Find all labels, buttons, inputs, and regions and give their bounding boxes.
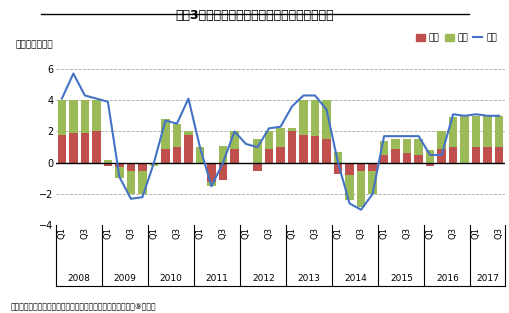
Bar xyxy=(172,124,181,147)
Bar xyxy=(322,139,330,163)
Bar xyxy=(390,149,399,163)
Bar xyxy=(218,163,227,180)
Bar xyxy=(138,163,147,171)
Bar xyxy=(483,147,491,163)
Bar xyxy=(80,100,89,133)
Bar xyxy=(310,100,319,136)
Bar xyxy=(58,135,66,163)
Text: 2015: 2015 xyxy=(389,274,412,283)
Text: （出所：ドイツ連邦統計局より住友商事グローバルリサーチ⑨作成）: （出所：ドイツ連邦統計局より住友商事グローバルリサーチ⑨作成） xyxy=(10,302,156,311)
Bar xyxy=(287,131,296,163)
Text: 2016: 2016 xyxy=(435,274,458,283)
Bar xyxy=(448,117,457,147)
Bar xyxy=(230,149,238,163)
Bar xyxy=(333,163,342,174)
Bar xyxy=(92,100,100,131)
Bar xyxy=(356,163,364,171)
Bar xyxy=(207,163,215,182)
Bar xyxy=(276,147,284,163)
Bar xyxy=(230,131,238,149)
Text: 2017: 2017 xyxy=(475,274,498,283)
Text: （前年比、％）: （前年比、％） xyxy=(16,41,53,50)
Bar xyxy=(69,133,77,163)
Text: 2013: 2013 xyxy=(297,274,320,283)
Bar xyxy=(276,128,284,147)
Bar xyxy=(58,100,66,135)
Bar xyxy=(494,116,502,147)
Bar xyxy=(264,149,273,163)
Text: 2010: 2010 xyxy=(159,274,182,283)
Bar xyxy=(402,139,411,153)
Bar xyxy=(195,147,204,163)
Bar xyxy=(460,116,468,163)
Bar xyxy=(264,131,273,149)
Bar xyxy=(471,116,479,147)
Bar xyxy=(390,139,399,149)
Bar xyxy=(333,152,342,163)
Text: 2008: 2008 xyxy=(68,274,91,283)
Bar xyxy=(367,171,376,194)
Bar xyxy=(322,100,330,139)
Bar xyxy=(103,160,112,163)
Text: 2014: 2014 xyxy=(343,274,366,283)
Bar xyxy=(471,147,479,163)
Bar xyxy=(310,136,319,163)
Bar xyxy=(103,163,112,166)
Bar xyxy=(483,116,491,147)
Bar xyxy=(184,131,192,135)
Bar xyxy=(436,149,445,163)
Bar xyxy=(494,147,502,163)
Bar xyxy=(149,164,158,166)
Bar xyxy=(149,163,158,164)
Bar xyxy=(184,135,192,163)
Bar xyxy=(138,171,147,194)
Bar xyxy=(460,163,468,164)
Bar xyxy=(126,171,135,194)
Bar xyxy=(345,175,353,200)
Bar xyxy=(80,133,89,163)
Bar xyxy=(402,153,411,163)
Bar xyxy=(413,139,422,155)
Bar xyxy=(299,135,307,163)
Bar xyxy=(425,150,434,163)
Text: 図蠆3　住宅･水道･電気･ガス･その他燃料: 図蠆3 住宅･水道･電気･ガス･その他燃料 xyxy=(175,9,334,23)
Text: 2011: 2011 xyxy=(205,274,228,283)
Legend: 数量, 価格, 金額: 数量, 価格, 金額 xyxy=(411,30,499,46)
Bar xyxy=(379,141,388,155)
Bar xyxy=(252,139,261,163)
Bar xyxy=(252,163,261,171)
Bar xyxy=(207,182,215,186)
Bar xyxy=(115,163,124,167)
Bar xyxy=(287,128,296,131)
Bar xyxy=(299,100,307,135)
Bar xyxy=(92,131,100,163)
Bar xyxy=(161,119,169,149)
Bar xyxy=(161,149,169,163)
Bar xyxy=(218,146,227,163)
Bar xyxy=(413,155,422,163)
Text: 2012: 2012 xyxy=(251,274,274,283)
Bar xyxy=(356,171,364,207)
Bar xyxy=(115,167,124,178)
Bar xyxy=(126,163,135,171)
Text: 2009: 2009 xyxy=(114,274,136,283)
Bar xyxy=(436,131,445,149)
Bar xyxy=(69,100,77,133)
Bar xyxy=(367,163,376,171)
Bar xyxy=(425,163,434,166)
Bar xyxy=(172,147,181,163)
Bar xyxy=(379,155,388,163)
Bar xyxy=(345,163,353,175)
Bar xyxy=(448,147,457,163)
